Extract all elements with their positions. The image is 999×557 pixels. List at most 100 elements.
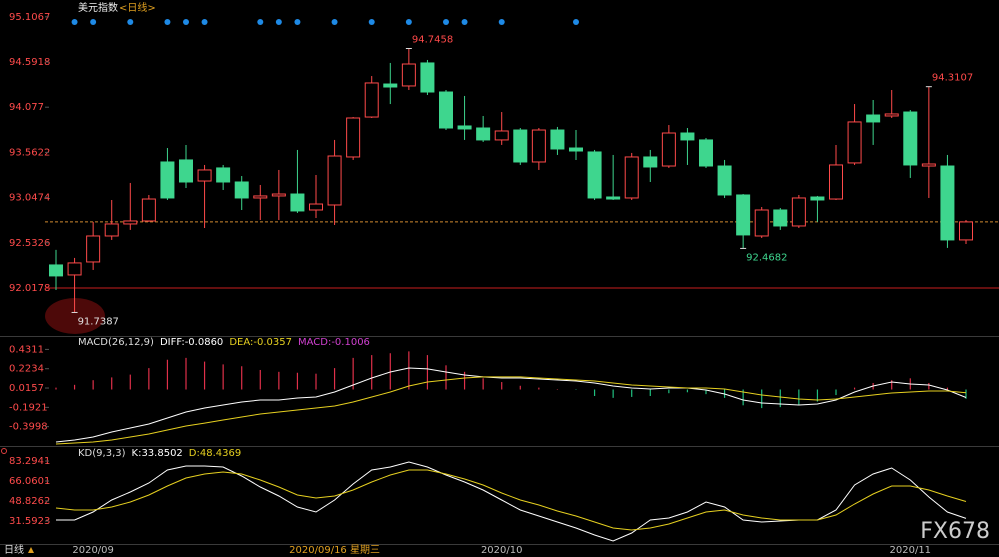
candle-body xyxy=(513,129,528,163)
candle-body xyxy=(420,62,435,93)
candle-body xyxy=(550,129,565,150)
candle-body xyxy=(141,198,156,222)
candle-body xyxy=(643,156,658,168)
indicator-line xyxy=(55,376,967,445)
signal-dot xyxy=(257,19,264,25)
low-highlight xyxy=(45,298,105,334)
candle-body xyxy=(49,264,63,277)
candle-body xyxy=(457,125,472,130)
y-tick-label: 0.0157 xyxy=(9,383,44,394)
candle-body xyxy=(829,164,843,200)
panel-icon xyxy=(1,448,7,454)
candle-body xyxy=(773,209,788,227)
chart-title: 美元指数 xyxy=(78,1,118,14)
signal-dot xyxy=(275,19,282,25)
candle-body xyxy=(624,156,639,199)
y-tick-label: 92.5326 xyxy=(9,238,50,249)
candle-body xyxy=(569,147,583,152)
candle-body xyxy=(847,121,862,164)
candle-body xyxy=(364,82,379,118)
candle-body xyxy=(309,203,323,211)
y-tick-label: -0.3998 xyxy=(9,422,48,433)
legend-label: KD(9,3,3) xyxy=(78,448,126,459)
annotation-label: 92.4682 xyxy=(746,252,787,263)
candle-body xyxy=(104,223,119,237)
x-tick-label: 2020/09/16 星期三 xyxy=(289,544,380,556)
candle-body xyxy=(439,91,453,129)
annotation-label: 94.7458 xyxy=(412,34,453,45)
candle-body xyxy=(940,165,955,241)
signal-dot xyxy=(183,19,189,25)
candle-body xyxy=(903,111,918,166)
candle-body xyxy=(959,221,973,241)
candle-body xyxy=(717,165,732,196)
signal-dot xyxy=(127,19,134,25)
candle-body xyxy=(160,161,175,199)
y-tick-label: 66.0601 xyxy=(9,476,50,487)
candle-body xyxy=(383,83,398,88)
candle-body xyxy=(661,132,676,167)
signal-dot xyxy=(573,19,579,25)
y-tick-label: 0.2234 xyxy=(9,364,44,375)
signal-dot xyxy=(71,19,78,25)
candle-body xyxy=(476,127,491,141)
candle-body xyxy=(67,262,82,276)
candle-body xyxy=(179,159,193,183)
signal-dot xyxy=(368,19,375,25)
candle-body xyxy=(606,196,621,200)
y-tick-label: -0.1921 xyxy=(9,402,48,413)
candle-body xyxy=(216,167,231,183)
candle-body xyxy=(234,181,249,199)
legend-label: K:33.8502 xyxy=(132,448,183,459)
candle-body xyxy=(699,139,713,167)
y-tick-label: 0.4311 xyxy=(9,344,44,355)
candle-body xyxy=(921,163,936,167)
y-tick-label: 92.0178 xyxy=(9,283,50,294)
candle-body xyxy=(271,193,286,197)
indicator-line xyxy=(55,367,967,443)
y-tick-label: 83.2941 xyxy=(9,456,50,467)
signal-dot xyxy=(294,19,301,25)
y-tick-label: 95.1067 xyxy=(9,12,50,23)
y-tick-label: 94.5918 xyxy=(9,57,50,68)
candle-body xyxy=(736,194,751,236)
candle-body xyxy=(197,169,212,182)
watermark: FX678 xyxy=(920,519,990,544)
period-label: 日线 xyxy=(4,543,24,556)
candle-body xyxy=(494,130,509,141)
y-tick-label: 94.077 xyxy=(9,102,44,113)
signal-dot xyxy=(405,19,412,25)
chart-period: <日线> xyxy=(119,1,156,14)
candle-body xyxy=(680,132,695,141)
candle-body xyxy=(123,220,138,225)
signal-dot xyxy=(461,19,468,25)
candle-body xyxy=(86,235,101,263)
candle-body xyxy=(884,113,899,117)
x-tick-label: 2020/09 xyxy=(72,545,114,556)
legend-label: MACD(26,12,9) xyxy=(78,337,154,348)
annotation-label: 91.7387 xyxy=(78,316,119,327)
candle-body xyxy=(587,151,602,199)
x-tick-label: 2020/11 xyxy=(890,545,932,556)
y-tick-label: 31.5923 xyxy=(9,516,50,527)
annotation-label: 94.3107 xyxy=(932,73,973,84)
legend-label: D:48.4369 xyxy=(189,448,241,459)
y-tick-label: 48.8262 xyxy=(9,496,50,507)
x-tick-label: 2020/10 xyxy=(481,545,523,556)
indicator-line xyxy=(55,469,967,531)
candle-body xyxy=(754,209,769,237)
candle-body xyxy=(290,193,305,212)
candle-body xyxy=(810,196,825,201)
signal-dot xyxy=(201,19,208,25)
signal-dot xyxy=(90,19,97,25)
signal-dot xyxy=(331,19,338,25)
candle-body xyxy=(791,197,806,227)
signal-dot xyxy=(443,19,449,25)
legend-label: DEA:-0.0357 xyxy=(229,337,292,348)
legend-label: MACD:-0.1006 xyxy=(298,337,370,348)
signal-dot xyxy=(164,19,171,25)
candle-body xyxy=(531,129,546,163)
